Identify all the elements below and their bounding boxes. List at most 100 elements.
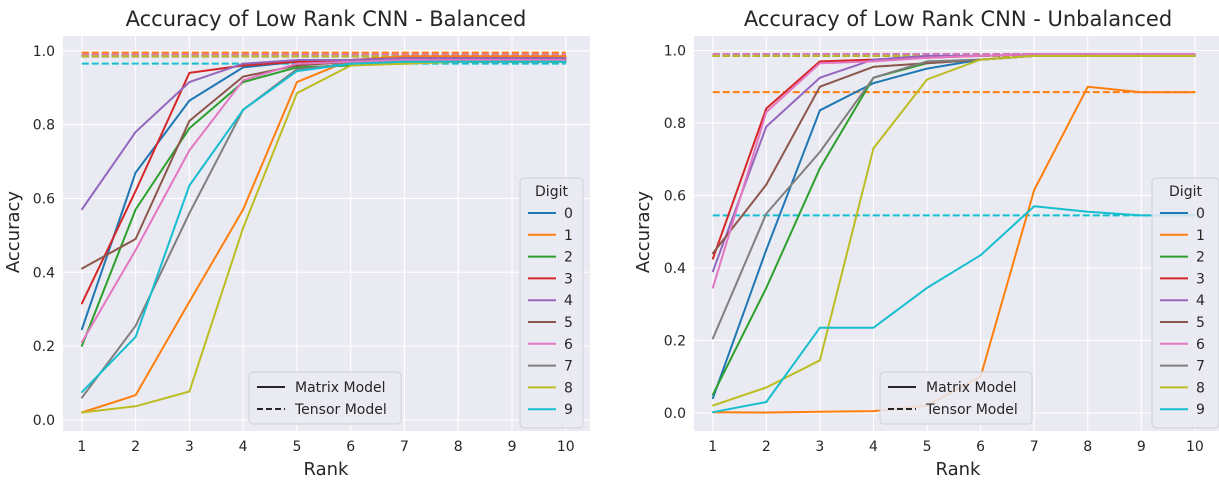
y-axis-label: Accuracy — [3, 191, 24, 274]
chart-unbalanced: 1 2 3 4 5 6 7 8 9 10 0.0 0.2 0.4 0.6 0.8 1.0 Digit 0 1 2 3 4 5… — [633, 7, 1219, 480]
legend-label-digit-5: 5 — [1196, 315, 1205, 331]
x-tick-label: 9 — [1137, 439, 1146, 455]
data-point-digit-7 — [926, 60, 928, 63]
data-point-digit-8 — [711, 404, 714, 407]
data-point-digit-9 — [296, 70, 298, 72]
data-point-digit-6 — [1086, 53, 1089, 55]
data-point-digit-8 — [1194, 55, 1196, 57]
data-point-digit-5 — [242, 75, 244, 78]
data-point-digit-6 — [765, 111, 768, 113]
legend-label-digit-5: 5 — [564, 315, 573, 331]
data-point-digit-6 — [403, 59, 406, 61]
data-point-digit-6 — [926, 56, 928, 59]
data-point-digit-2 — [134, 208, 137, 211]
style-legend-box — [248, 371, 402, 425]
data-point-digit-9 — [403, 61, 406, 63]
x-tick-label: 5 — [923, 439, 932, 455]
data-point-digit-4 — [134, 131, 137, 133]
legend-label-digit-1: 1 — [1196, 228, 1205, 244]
data-point-digit-6 — [242, 79, 244, 82]
matrix-line-digit-4 — [80, 57, 566, 211]
data-point-digit-6 — [979, 55, 982, 57]
data-point-digit-9 — [134, 336, 137, 338]
data-point-digit-8 — [349, 64, 352, 67]
data-point-digit-3 — [296, 61, 298, 63]
data-point-digit-8 — [872, 147, 875, 150]
y-tick-label: 0.0 — [33, 413, 55, 429]
data-point-digit-2 — [711, 393, 714, 396]
data-point-digit-6 — [296, 62, 298, 65]
data-point-digit-4 — [765, 125, 768, 128]
data-point-digit-4 — [349, 59, 352, 61]
data-point-digit-9 — [979, 254, 982, 257]
data-point-digit-4 — [565, 57, 567, 59]
legend-label-digit-3: 3 — [564, 271, 573, 287]
data-point-digit-9 — [1086, 210, 1089, 213]
data-point-digit-8 — [1033, 55, 1035, 57]
legend-label-digit-6: 6 — [1196, 337, 1205, 353]
x-tick-label: 9 — [508, 439, 517, 455]
data-point-digit-9 — [565, 61, 567, 63]
y-tick-label: 1.0 — [33, 44, 55, 60]
legend-label-matrix: Matrix Model — [295, 380, 386, 396]
legend-label-digit-4: 4 — [564, 293, 573, 309]
data-point-digit-7 — [188, 212, 191, 214]
y-tick-label: 0.0 — [664, 406, 686, 422]
y-axis-label: Accuracy — [633, 191, 654, 274]
data-point-digit-7 — [81, 396, 83, 399]
y-tick-label: 0.6 — [664, 188, 686, 204]
data-point-digit-8 — [765, 386, 768, 389]
data-point-digit-1 — [1194, 91, 1196, 93]
data-point-digit-8 — [81, 411, 83, 414]
data-point-digit-4 — [81, 208, 83, 211]
x-tick-label: 7 — [400, 439, 409, 455]
data-point-digit-8 — [403, 62, 406, 65]
data-point-digit-2 — [296, 66, 298, 69]
data-point-digit-9 — [819, 326, 821, 329]
data-point-digit-6 — [134, 249, 137, 251]
data-point-digit-6 — [1033, 53, 1035, 55]
data-point-digit-6 — [565, 59, 567, 61]
data-point-digit-2 — [188, 127, 191, 130]
data-point-digit-9 — [711, 411, 714, 413]
data-point-digit-3 — [711, 258, 714, 260]
data-point-digit-6 — [872, 60, 875, 63]
legend-box — [519, 177, 584, 429]
data-point-digit-3 — [765, 107, 768, 110]
x-tick-label: 7 — [1030, 439, 1039, 455]
data-point-digit-3 — [242, 64, 244, 67]
data-point-digit-9 — [188, 184, 191, 187]
x-tick-label: 8 — [454, 439, 463, 455]
x-tick-label: 8 — [1083, 439, 1092, 455]
data-point-digit-6 — [188, 149, 191, 152]
legend-label-digit-9: 9 — [564, 402, 573, 418]
x-tick-label: 4 — [869, 439, 878, 455]
matrix-line-digit-9 — [712, 205, 1195, 414]
legend-box — [1151, 177, 1219, 429]
x-tick-label: 10 — [1186, 439, 1204, 455]
data-point-digit-4 — [511, 57, 513, 59]
x-tick-label: 3 — [185, 439, 194, 455]
x-tick-label: 6 — [346, 439, 355, 455]
data-point-digit-1 — [188, 300, 191, 303]
data-point-digit-3 — [81, 302, 83, 305]
data-point-digit-9 — [242, 109, 244, 111]
data-point-digit-9 — [872, 326, 875, 329]
data-point-digit-9 — [1140, 214, 1143, 217]
data-point-digit-1 — [296, 81, 298, 83]
legend-label-tensor: Tensor Model — [925, 402, 1018, 418]
data-point-digit-5 — [81, 267, 83, 270]
data-point-digit-5 — [188, 120, 191, 122]
data-point-digit-4 — [711, 270, 714, 273]
legend-title: Digit — [1169, 184, 1202, 200]
data-point-digit-1 — [765, 411, 768, 414]
data-point-digit-8 — [242, 227, 244, 229]
data-point-digit-0 — [872, 82, 875, 84]
matrix-line-digit-6 — [80, 59, 566, 343]
legend-label-digit-0: 0 — [564, 206, 573, 222]
data-point-digit-8 — [926, 78, 928, 81]
legend-label-digit-0: 0 — [1196, 206, 1205, 222]
x-tick-label: 1 — [708, 439, 717, 455]
data-point-digit-5 — [765, 183, 768, 186]
